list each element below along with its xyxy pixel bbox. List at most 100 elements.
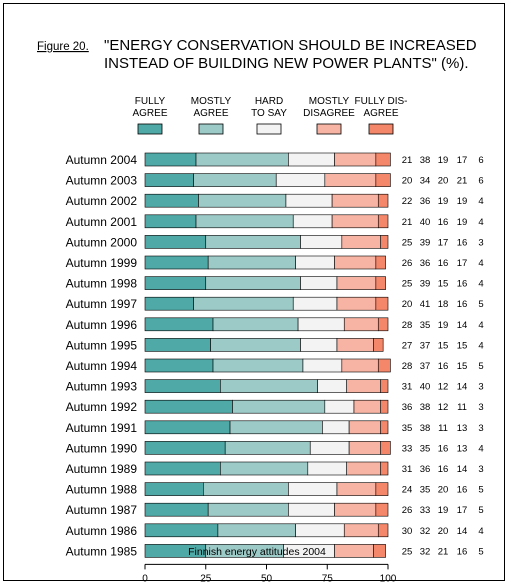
bar-row: Autumn 2002 22 36 19 19 4 <box>66 193 484 208</box>
value-label-mostly-agree: 35 <box>420 320 431 331</box>
value-label-fully-agree: 30 <box>402 526 413 537</box>
x-axis-label: Finnish energy attitudes 2004 <box>188 546 326 558</box>
bar-segment-fully-disagree <box>377 193 389 208</box>
bar-segment-fully-agree <box>144 173 194 187</box>
bar-segment-fully-disagree <box>380 420 389 435</box>
value-label-fully-agree: 31 <box>402 382 413 393</box>
value-label-hard-to-say: 15 <box>438 279 449 290</box>
value-label-fully-agree: 35 <box>402 423 413 434</box>
value-label-hard-to-say: 20 <box>438 485 449 496</box>
value-label-mostly-disagree: 16 <box>457 546 468 557</box>
bar-segment-mostly-disagree <box>353 399 382 414</box>
bar-segment-mostly-disagree <box>346 461 382 476</box>
value-label-mostly-agree: 35 <box>420 443 431 454</box>
bar-segment-fully-agree <box>144 317 214 332</box>
value-label-hard-to-say: 12 <box>438 402 449 413</box>
value-label-mostly-agree: 38 <box>420 155 431 166</box>
bar-segment-mostly-agree <box>229 420 323 435</box>
value-label-fully-disagree: 5 <box>478 546 483 557</box>
value-label-hard-to-say: 19 <box>438 155 449 166</box>
bar-segment-hard-to-say <box>288 502 335 517</box>
value-label-mostly-agree: 41 <box>420 299 431 310</box>
value-label-mostly-disagree: 16 <box>457 299 468 310</box>
value-label-mostly-disagree: 19 <box>457 196 468 207</box>
bar-segment-fully-agree <box>144 235 207 249</box>
value-label-fully-disagree: 3 <box>478 423 483 434</box>
value-label-fully-agree: 21 <box>402 155 413 166</box>
value-label-mostly-agree: 36 <box>420 258 431 269</box>
bar-segment-hard-to-say <box>322 420 350 435</box>
value-label-mostly-agree: 36 <box>420 464 431 475</box>
value-label-mostly-disagree: 14 <box>457 526 468 537</box>
value-label-fully-disagree: 4 <box>478 258 483 269</box>
bar-segment-hard-to-say <box>295 255 335 270</box>
value-label-fully-disagree: 4 <box>478 217 483 228</box>
bar-segment-mostly-disagree <box>348 420 382 435</box>
category-label: Autumn 2001 <box>66 215 138 229</box>
value-label-fully-disagree: 5 <box>478 299 483 310</box>
bar-segment-hard-to-say <box>292 296 338 311</box>
bar-segment-hard-to-say <box>288 152 335 167</box>
legend-label-mostly-disagree-line-2: DISAGREE <box>303 108 355 119</box>
value-label-mostly-agree: 40 <box>420 382 431 393</box>
bar-segment-mostly-disagree <box>331 193 379 208</box>
value-label-fully-disagree: 3 <box>478 464 483 475</box>
category-label: Autumn 1998 <box>66 277 138 291</box>
bar-segment-mostly-disagree <box>346 379 382 393</box>
category-label: Autumn 1996 <box>66 318 138 332</box>
value-label-fully-disagree: 3 <box>478 237 483 248</box>
legend-label-fully-agree: FULLY <box>135 96 166 107</box>
value-label-fully-agree: 26 <box>402 258 413 269</box>
value-label-mostly-disagree: 11 <box>457 402 467 413</box>
bar-segment-fully-disagree <box>375 152 391 167</box>
value-label-fully-agree: 20 <box>402 176 413 187</box>
category-label: Autumn 1994 <box>66 359 138 373</box>
legend-label-hard-to-say: HARD <box>255 96 283 107</box>
bar-segment-hard-to-say <box>317 379 347 393</box>
value-label-fully-disagree: 4 <box>478 526 483 537</box>
bar-segment-hard-to-say <box>307 461 347 476</box>
bar-segment-fully-disagree <box>377 358 391 373</box>
bar-segment-mostly-agree <box>224 441 311 455</box>
x-tick-label: 0 <box>142 573 148 584</box>
value-label-mostly-agree: 36 <box>420 196 431 207</box>
bar-segment-fully-disagree <box>373 338 384 352</box>
bar-segment-mostly-agree <box>212 317 299 332</box>
bar-segment-fully-disagree <box>377 523 389 538</box>
bar-segment-fully-agree <box>144 255 209 270</box>
legend-label-fully-agree-line-2: AGREE <box>132 108 167 119</box>
bar-segment-mostly-agree <box>232 399 326 414</box>
value-label-fully-disagree: 6 <box>478 155 483 166</box>
x-tick-label: 100 <box>380 573 397 584</box>
bar-segment-hard-to-say <box>288 482 338 496</box>
bar-row: Autumn 2003 20 34 20 21 6 <box>66 173 484 188</box>
bar-segment-mostly-disagree <box>341 235 382 249</box>
chart-title-line-1: "ENERGY CONSERVATION SHOULD BE INCREASED <box>104 37 477 54</box>
value-label-mostly-disagree: 14 <box>457 320 468 331</box>
bar-row: Autumn 2004 21 38 19 17 6 <box>66 152 484 167</box>
value-label-fully-agree: 28 <box>402 361 413 372</box>
bar-segment-fully-agree <box>144 379 221 393</box>
value-label-mostly-disagree: 17 <box>457 155 468 166</box>
bar-segment-mostly-agree <box>217 523 296 538</box>
bar-segment-mostly-agree <box>205 276 301 290</box>
bar-segment-mostly-agree <box>198 193 287 208</box>
bar-segment-fully-disagree <box>380 379 389 393</box>
value-label-hard-to-say: 17 <box>438 237 449 248</box>
bar-segment-fully-disagree <box>377 317 389 332</box>
x-axis: 0 25 50 75 100 <box>142 563 397 584</box>
value-label-hard-to-say: 20 <box>438 526 449 537</box>
bar-row: Autumn 1989 31 36 16 14 3 <box>66 461 484 476</box>
value-label-hard-to-say: 16 <box>438 361 449 372</box>
value-label-hard-to-say: 21 <box>438 546 449 557</box>
bar-segment-mostly-disagree <box>334 502 377 517</box>
bar-row: Autumn 1998 25 39 15 16 4 <box>66 276 484 291</box>
bar-segment-mostly-disagree <box>334 255 377 270</box>
value-label-fully-disagree: 4 <box>478 196 483 207</box>
value-label-mostly-agree: 38 <box>420 423 431 434</box>
bar-segment-fully-disagree <box>375 482 389 496</box>
bar-segment-fully-agree <box>144 296 194 311</box>
bar-row: Autumn 1988 24 35 20 16 5 <box>66 482 484 497</box>
bar-segment-mostly-agree <box>193 173 277 187</box>
value-label-hard-to-say: 19 <box>438 505 449 516</box>
